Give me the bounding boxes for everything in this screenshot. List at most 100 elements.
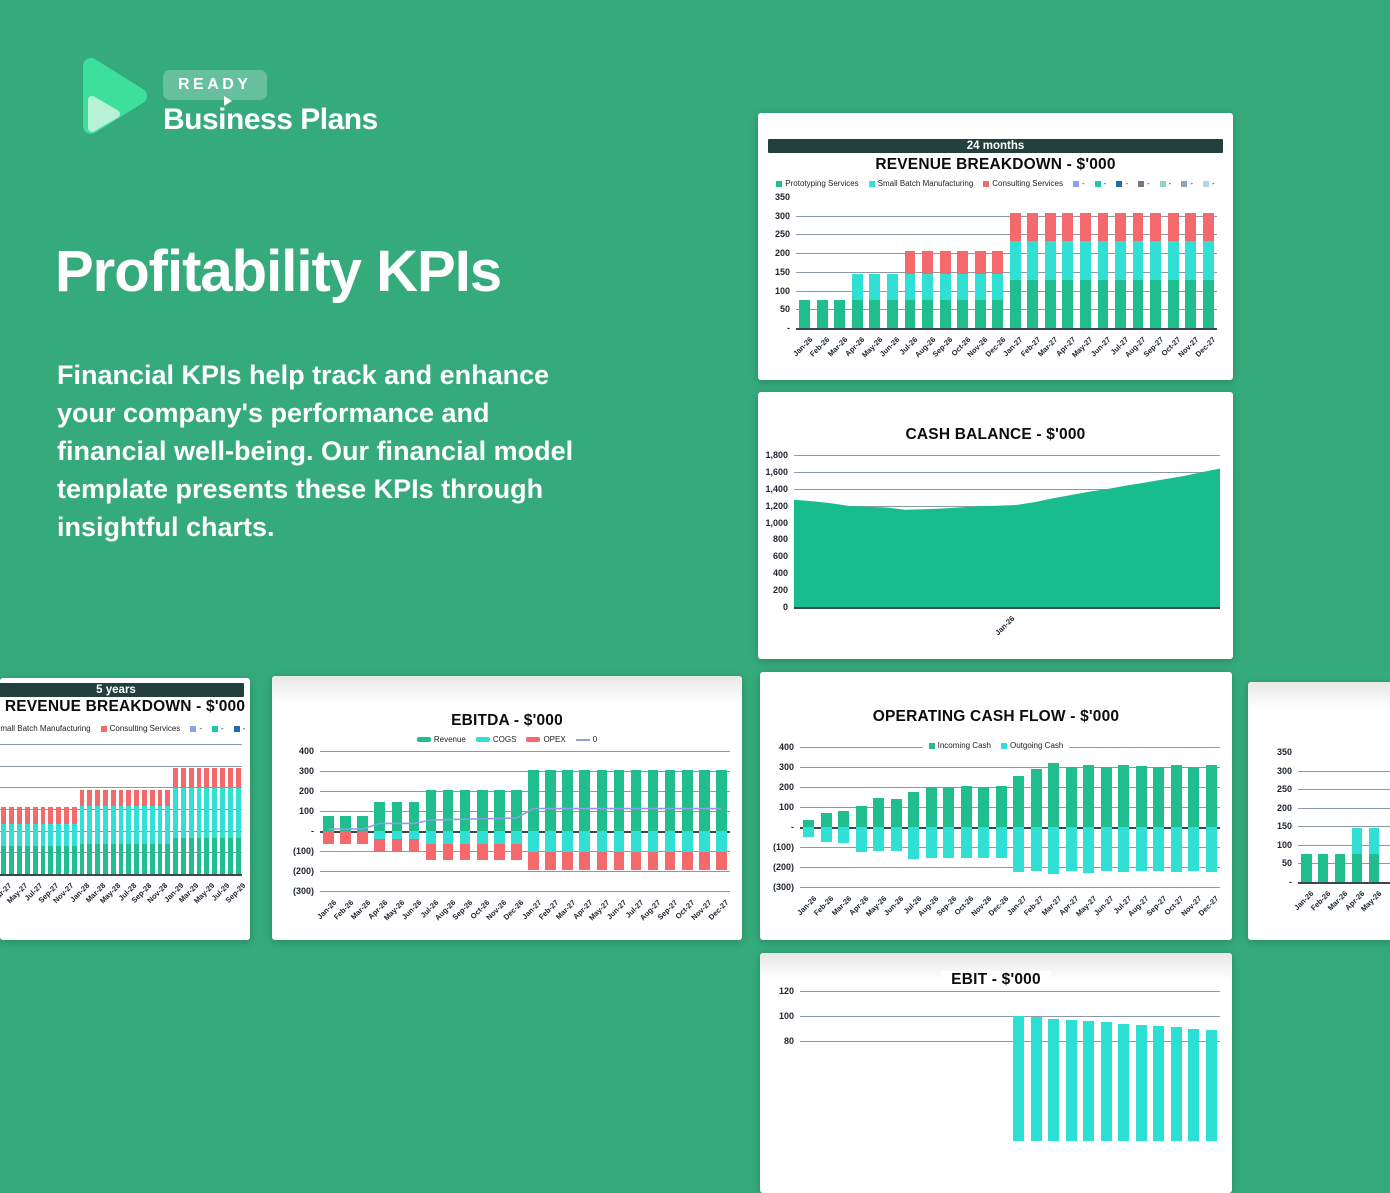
bar-segment <box>425 831 437 844</box>
legend-item: 0 <box>575 735 597 744</box>
bar-segment <box>995 827 1007 858</box>
bar-segment <box>212 788 218 839</box>
bar-segment <box>323 831 334 844</box>
bar-segment <box>613 852 625 870</box>
bar-segment <box>1185 213 1197 242</box>
bar-segment <box>1153 1026 1165 1141</box>
bar-segment <box>1188 1028 1200 1141</box>
legend-swatch-icon <box>1138 180 1144 187</box>
bar-segment <box>459 831 471 844</box>
legend-item: - <box>1116 179 1128 188</box>
bar-segment <box>904 299 916 328</box>
bar-segment <box>613 769 625 831</box>
bar-segment <box>63 846 69 874</box>
bar-segment <box>220 767 225 789</box>
description-line: insightful charts. <box>57 512 275 542</box>
bar-segment <box>442 844 454 860</box>
page-title: Profitability KPIs <box>55 239 502 304</box>
bar-segment <box>126 805 132 844</box>
y-gridline <box>0 765 242 767</box>
legend-swatch-icon <box>100 725 107 732</box>
bar-segment <box>1044 280 1056 328</box>
bar-segment <box>851 299 863 328</box>
bar-segment <box>181 788 186 839</box>
bar-segment <box>476 844 488 860</box>
bar-segment <box>149 789 155 806</box>
chart-title-text: EBIT - $'000 <box>941 971 1051 988</box>
bar-segment <box>992 299 1004 328</box>
bar-segment <box>596 769 608 831</box>
brand-name: Business Plans <box>163 103 378 136</box>
ebitda-chart-card: EBITDA - $'000 400 300 200 100 - (100) (200) (30… <box>272 676 742 940</box>
bar-segment <box>974 299 986 328</box>
chart-legend: Revenue COGS OPEX 0 <box>272 735 742 744</box>
y-tick-label: - <box>1289 877 1292 887</box>
bar-segment <box>87 789 93 806</box>
bar-segment <box>1079 213 1091 242</box>
bar-segment <box>1062 241 1074 281</box>
y-tick-label: 1,400 <box>765 483 788 494</box>
bar-segment <box>149 843 155 874</box>
legend-swatch-icon <box>1181 180 1188 187</box>
bar-segment <box>1153 827 1165 871</box>
bar-segment <box>134 789 140 806</box>
bar-segment <box>110 789 116 806</box>
bar-segment <box>960 827 972 858</box>
bar-segment <box>235 788 241 839</box>
y-tick-label: 80 <box>783 1036 794 1046</box>
bar-segment <box>1100 767 1112 827</box>
y-gridline <box>794 488 1220 490</box>
bar-segment <box>71 846 77 874</box>
brand-logo: READY Business Plans <box>75 52 495 162</box>
bar-segment <box>1044 241 1056 281</box>
revenue-breakdown-5y-chart-card: 5 years REVENUE BREAKDOWN - $'000 Mar-27 Ma… <box>0 678 250 940</box>
bar-segment <box>1202 213 1214 242</box>
y-gridline <box>800 787 1220 788</box>
bar-segment <box>56 846 61 874</box>
bar-segment <box>957 251 969 274</box>
bar-segment <box>1030 769 1042 827</box>
bar-segment <box>1135 766 1147 827</box>
bar-segment <box>1301 854 1312 882</box>
bar-segment <box>1334 854 1346 882</box>
y-tick-label: 100 <box>778 1011 794 1021</box>
y-tick-label: - <box>311 826 314 836</box>
bar-segment <box>173 838 179 874</box>
bar-segment <box>71 823 77 847</box>
legend-swatch-icon <box>211 725 218 732</box>
bar-segment <box>9 823 15 847</box>
bar-segment <box>87 843 93 874</box>
bar-segment <box>408 802 420 831</box>
legend-swatch-icon <box>416 737 431 742</box>
bar-segment <box>1132 241 1144 281</box>
y-tick-label: 50 <box>1281 858 1292 869</box>
bar-segment <box>459 844 471 860</box>
y-tick-label: 350 <box>1276 747 1292 757</box>
y-gridline <box>1298 826 1390 828</box>
bar-segment <box>681 831 693 852</box>
bar-segment <box>494 844 505 860</box>
x-axis-line <box>794 606 1220 609</box>
bar-segment <box>212 838 218 874</box>
bar-segment <box>838 827 850 843</box>
legend-label: COGS <box>492 735 517 744</box>
bar-segment <box>1132 213 1144 242</box>
bar-segment <box>1153 767 1165 827</box>
bar-segment <box>9 807 15 824</box>
bar-segment <box>323 816 334 831</box>
legend-swatch-icon <box>475 737 490 742</box>
bar-segment <box>851 273 863 300</box>
chart-title-text: CASH BALANCE - $'000 <box>905 426 1086 443</box>
y-tick-label: 300 <box>778 762 794 772</box>
bar-segment <box>545 852 556 870</box>
bar-segment <box>511 844 522 860</box>
bar-segment <box>978 827 990 858</box>
chart-period-badge: 5 years <box>0 683 244 697</box>
bar-segment <box>56 807 61 824</box>
bar-segment <box>1 846 7 874</box>
legend-label: - <box>1168 179 1172 188</box>
revenue-breakdown-24m-chart-card: 24 months REVENUE BREAKDOWN - $'000 350 300… <box>758 113 1233 380</box>
bar-segment <box>957 273 969 300</box>
legend-label: - <box>1212 179 1215 188</box>
bar-segment <box>102 789 108 806</box>
